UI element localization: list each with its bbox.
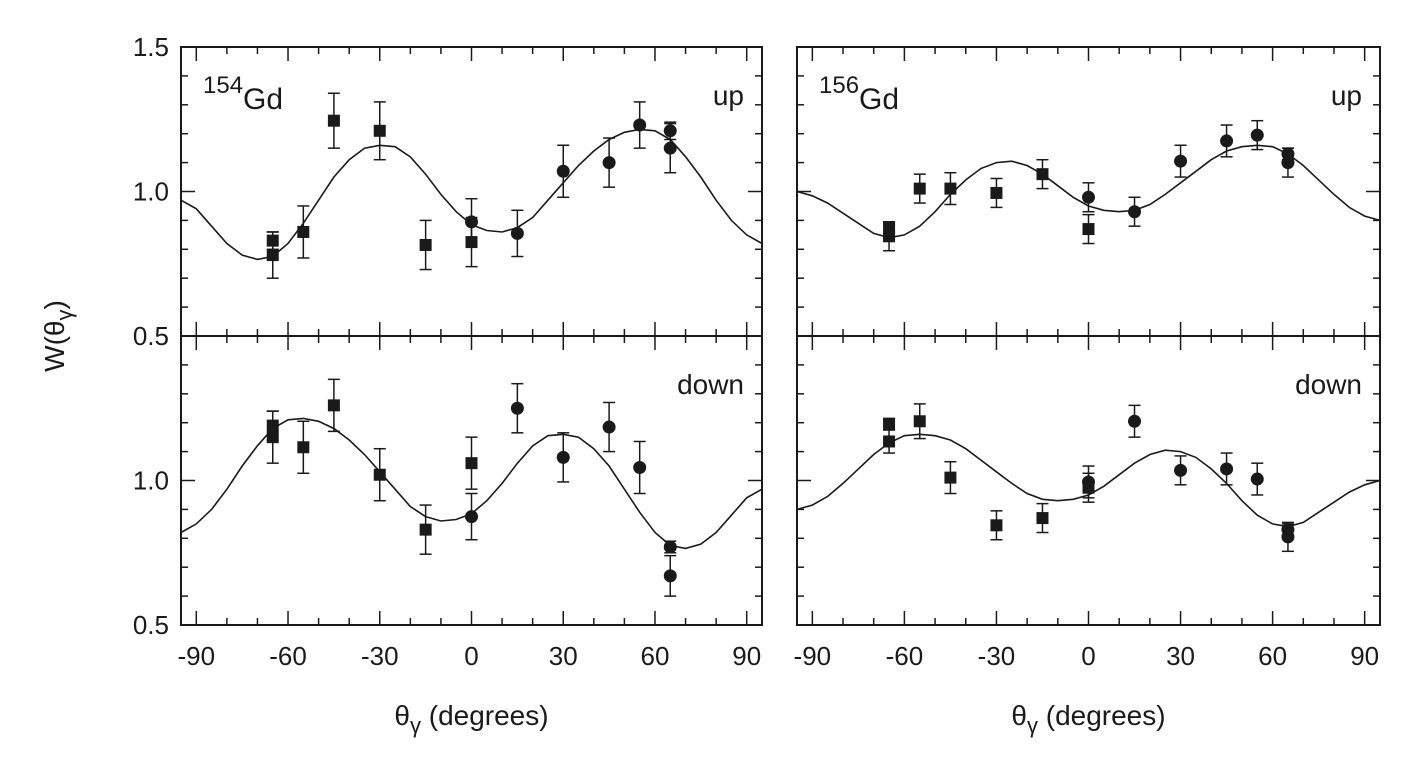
x-tick-label: -60 xyxy=(886,641,924,671)
point-square xyxy=(327,114,340,127)
point-square xyxy=(373,468,386,481)
x-axis-label: θγ (degrees) xyxy=(1011,700,1165,738)
nucleus-symbol: Gd xyxy=(859,83,899,116)
panel-annotation: up xyxy=(1331,80,1362,111)
nucleus-label: 156Gd xyxy=(819,72,899,116)
point-square xyxy=(327,399,340,412)
point-square xyxy=(419,238,432,251)
x-tick-label: 90 xyxy=(1350,641,1379,671)
x-tick-label: -60 xyxy=(269,641,307,671)
x-tick-label: 30 xyxy=(549,641,578,671)
point-circle xyxy=(510,226,524,240)
x-axis-label-sub: γ xyxy=(1027,713,1038,738)
point-circle xyxy=(663,540,677,554)
y-tick-label: 1.0 xyxy=(133,466,169,496)
point-square xyxy=(883,230,896,243)
y-axis-label-part: W(θ xyxy=(39,321,70,372)
point-square xyxy=(1082,223,1095,236)
x-tick-label: 60 xyxy=(641,641,670,671)
point-square xyxy=(1036,512,1049,525)
point-circle xyxy=(510,401,524,415)
point-circle xyxy=(1128,205,1142,219)
nucleus-mass: 154 xyxy=(203,72,243,99)
x-axis-label-part: θ xyxy=(394,700,410,731)
panel-annotation: down xyxy=(1295,369,1362,400)
point-circle xyxy=(663,141,677,155)
point-circle xyxy=(556,450,570,464)
x-tick-label: -90 xyxy=(178,641,216,671)
point-circle xyxy=(556,164,570,178)
point-circle xyxy=(633,118,647,132)
panel-annotation: up xyxy=(713,80,744,111)
point-square xyxy=(944,182,957,195)
x-axis-label: θγ (degrees) xyxy=(394,700,548,738)
point-circle xyxy=(1082,190,1095,204)
panel: -90 -60 -30 0 30 60 90 down θγ (degrees) xyxy=(794,335,1381,738)
x-tick-label: -30 xyxy=(978,641,1016,671)
point-square xyxy=(266,431,279,444)
point-square xyxy=(465,457,478,470)
point-square xyxy=(990,186,1003,199)
panel: -90 -60 -30 0 30 60 90 0.5 1.0 down θγ (degrees) xyxy=(133,335,763,738)
x-tick-label: 0 xyxy=(1081,641,1095,671)
point-square xyxy=(419,523,432,536)
x-tick-label: 0 xyxy=(464,641,478,671)
point-square xyxy=(266,249,279,262)
nucleus-label: 154Gd xyxy=(203,72,283,116)
y-tick-label: 0.5 xyxy=(133,321,169,351)
point-square xyxy=(913,415,926,428)
x-tick-label: 60 xyxy=(1258,641,1287,671)
x-tick-label: -30 xyxy=(361,641,399,671)
point-square xyxy=(913,182,926,195)
point-circle xyxy=(1174,154,1188,168)
point-circle xyxy=(1220,134,1234,148)
nucleus-mass: 156 xyxy=(819,72,859,99)
point-circle xyxy=(1220,462,1234,476)
x-tick-label: 30 xyxy=(1166,641,1195,671)
panel: up 156Gd xyxy=(796,46,1381,337)
panel-annotation: down xyxy=(677,369,744,400)
point-circle xyxy=(602,420,616,434)
point-square xyxy=(990,519,1003,532)
point-square xyxy=(944,471,957,484)
point-square xyxy=(883,435,896,448)
y-axis-label-sub: γ xyxy=(52,310,77,321)
point-circle xyxy=(1281,156,1295,170)
point-circle xyxy=(1174,463,1188,477)
point-circle xyxy=(633,460,647,474)
point-circle xyxy=(1128,414,1142,428)
point-circle xyxy=(465,215,478,229)
point-circle xyxy=(1082,475,1095,489)
point-square xyxy=(297,441,310,454)
x-tick-label: 90 xyxy=(732,641,761,671)
point-circle xyxy=(1250,472,1264,486)
point-square xyxy=(297,225,310,238)
point-circle xyxy=(663,569,677,583)
point-square xyxy=(883,418,896,431)
point-circle xyxy=(465,510,478,524)
point-square xyxy=(373,124,386,137)
y-axis-label-part: ) xyxy=(39,300,70,309)
point-circle xyxy=(1281,530,1295,544)
y-tick-label: 0.5 xyxy=(133,610,169,640)
x-tick-label: -90 xyxy=(794,641,832,671)
x-axis-label-part: (degrees) xyxy=(421,700,549,731)
panel: 0.5 1.0 1.5 up 154Gd W(θγ) xyxy=(39,32,763,372)
x-axis-label-part: (degrees) xyxy=(1038,700,1166,731)
point-circle xyxy=(602,156,616,170)
y-axis-label: W(θγ) xyxy=(39,300,77,372)
y-tick-label: 1.5 xyxy=(133,32,169,62)
x-axis-label-part: θ xyxy=(1011,700,1027,731)
nucleus-symbol: Gd xyxy=(243,83,283,116)
y-tick-label: 1.0 xyxy=(133,177,169,207)
x-axis-label-sub: γ xyxy=(410,713,421,738)
point-circle xyxy=(1250,128,1264,142)
point-square xyxy=(1036,168,1049,181)
